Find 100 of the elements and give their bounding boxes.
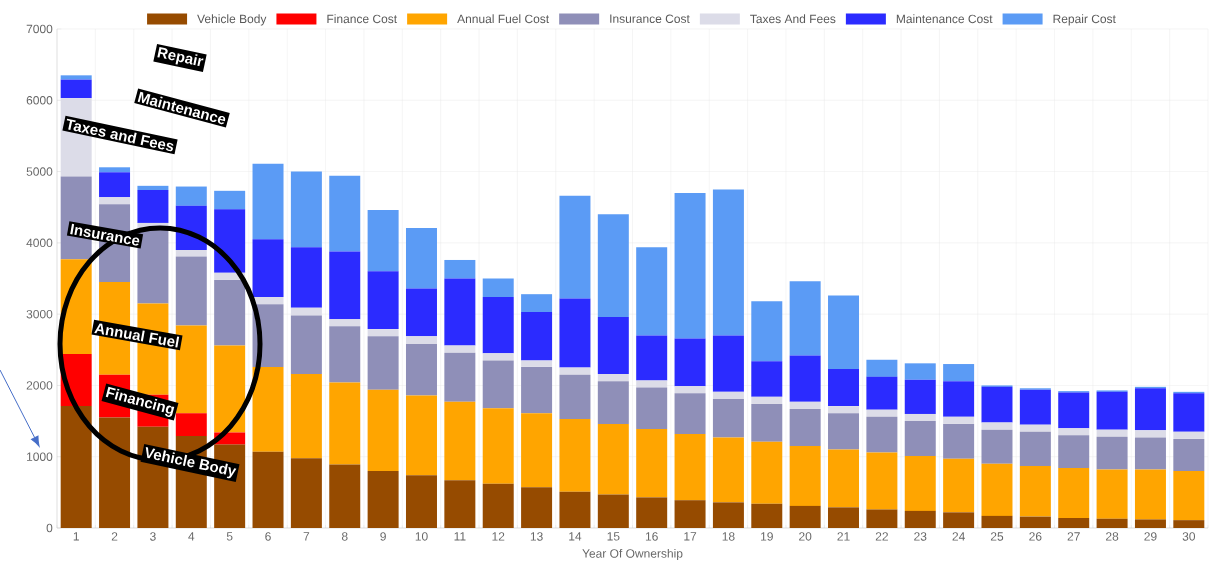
legend-label: Taxes And Fees [750,14,836,24]
y-tick-label: 0 [46,523,53,533]
x-tick-label: 10 [415,532,428,541]
bar [597,316,629,375]
bar [712,189,744,336]
legend-label: Maintenance Cost [896,14,993,24]
bar [943,381,975,417]
x-tick-label: 9 [380,532,386,541]
bar [751,503,783,528]
bar [828,295,860,370]
bar [828,413,860,450]
bar [1058,392,1090,429]
bar [943,364,975,382]
x-tick-label: 26 [1029,532,1042,541]
bar [137,185,169,191]
x-tick-label: 24 [952,532,965,541]
bar [828,449,860,508]
bar [904,421,936,456]
bar [521,360,553,367]
bar [1134,437,1166,470]
bar [943,458,975,513]
bar [1096,436,1128,470]
bar [214,279,246,346]
bar [367,389,399,471]
bar [482,408,514,484]
bar [367,271,399,330]
bar [559,298,591,368]
bar [521,487,553,528]
x-tick-label: 28 [1106,532,1119,541]
bar [290,171,322,248]
bar [405,344,437,396]
x-tick-label: 23 [914,532,927,541]
bar [828,406,860,414]
bar [214,190,246,210]
x-tick-label: 29 [1144,532,1157,541]
bar [712,437,744,503]
bar [482,360,514,409]
x-tick-label: 13 [530,532,543,541]
legend-label: Repair Cost [1053,14,1116,26]
bar [405,395,437,476]
bar [789,446,821,506]
bar [482,278,514,298]
bar [1058,435,1090,469]
bar [751,361,783,397]
bar [482,297,514,354]
bar [597,214,629,317]
bar [214,209,246,273]
y-tick-label: 2000 [26,381,53,390]
bar [636,335,668,381]
bar [60,79,92,99]
bar [674,433,706,501]
bar [444,352,476,402]
annotation: Vehicle Body [145,447,237,479]
x-tick-label: 1 [73,532,79,541]
bar [904,413,936,422]
bar [290,307,322,316]
bar [943,423,975,459]
bar [482,353,514,361]
y-tick-label: 7000 [26,24,53,34]
bar [252,297,284,305]
bar [981,422,1013,430]
bar [1058,468,1090,519]
bar [943,512,975,528]
bar [99,197,131,205]
bar [405,288,437,337]
bar [789,401,821,409]
bar [1019,516,1051,528]
bar [712,335,744,392]
annotation: Insurance [70,223,140,246]
bar [60,75,92,80]
bar [789,281,821,356]
bar [175,249,207,257]
x-tick-label: 30 [1182,532,1196,541]
bar [866,416,898,453]
bar [367,210,399,272]
bar [175,256,207,326]
bar [444,401,476,481]
bar [329,326,361,383]
bar [674,500,706,528]
bar [559,195,591,299]
bar [290,315,322,375]
bar [405,336,437,345]
y-tick-label: 6000 [26,96,53,105]
bar [1173,438,1205,471]
x-tick-label: 5 [226,532,233,541]
x-tick-label: 4 [188,532,195,541]
bar [405,227,437,289]
bar [597,494,629,528]
x-tick-label: 20 [799,532,812,541]
bar [1019,465,1051,517]
bar [751,396,783,404]
x-tick-label: 14 [569,532,582,541]
bar [290,374,322,459]
bar [636,380,668,388]
annotation: Taxes and Fees [66,118,174,152]
legend-label: Vehicle Body [197,14,267,26]
bar [1134,469,1166,520]
bar [444,480,476,528]
x-tick-label: 21 [837,532,850,541]
bar [904,456,936,511]
